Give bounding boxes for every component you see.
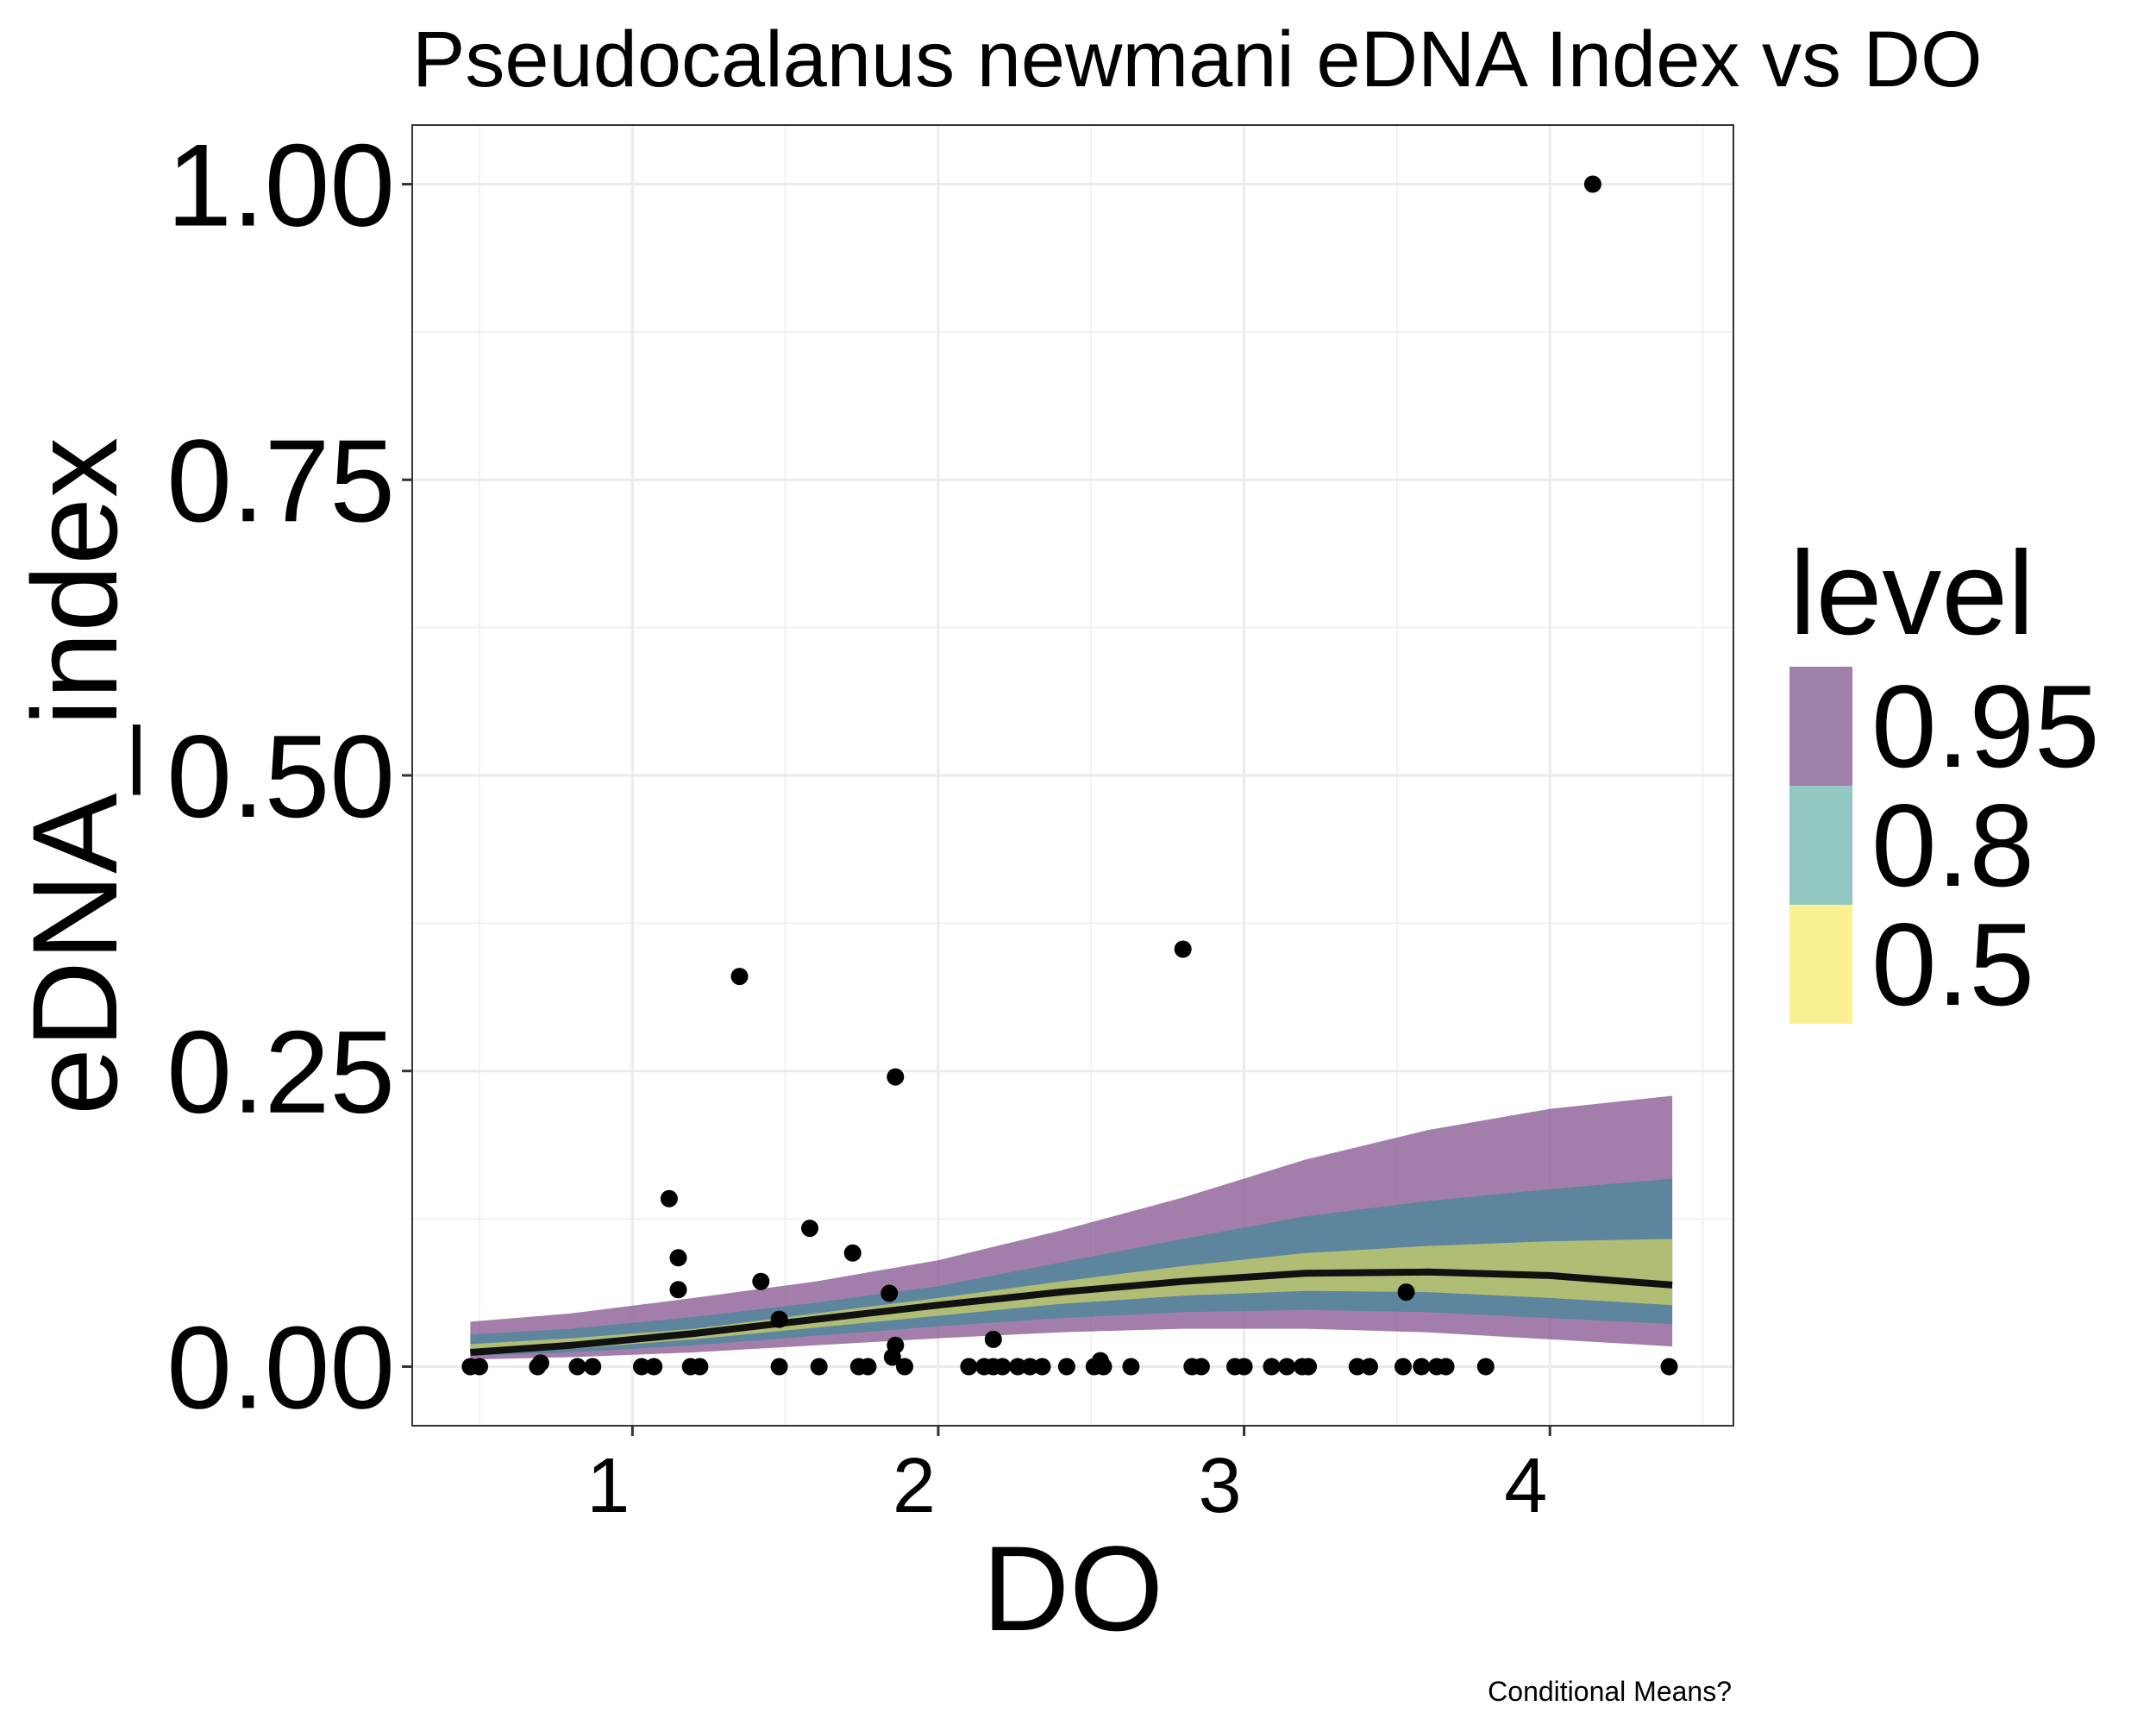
y-axis-title: eDNA_index bbox=[7, 437, 142, 1115]
band-0.8 bbox=[470, 1178, 1673, 1357]
x-axis: 1 2 3 4 bbox=[586, 1426, 1551, 1529]
legend-label: 0.5 bbox=[1871, 899, 2034, 1030]
data-point bbox=[1094, 1358, 1112, 1376]
data-point bbox=[1278, 1358, 1296, 1376]
caption: Conditional Means? bbox=[1488, 1676, 1732, 1707]
x-tick-label: 4 bbox=[1504, 1443, 1547, 1529]
data-point bbox=[531, 1354, 549, 1372]
data-point bbox=[730, 968, 749, 986]
data-point bbox=[770, 1310, 788, 1328]
y-tick-label: 0.25 bbox=[166, 1007, 395, 1138]
data-point bbox=[1122, 1358, 1140, 1376]
y-tick-label: 0.00 bbox=[166, 1302, 395, 1433]
data-point bbox=[1395, 1358, 1412, 1376]
y-tick-label: 1.00 bbox=[166, 120, 395, 251]
data-point bbox=[993, 1358, 1012, 1376]
data-point bbox=[770, 1358, 788, 1376]
data-point bbox=[1235, 1358, 1253, 1376]
data-point bbox=[843, 1244, 862, 1262]
data-point bbox=[1174, 940, 1192, 958]
data-point bbox=[1437, 1358, 1455, 1376]
data-point bbox=[887, 1068, 905, 1086]
x-tick-label: 2 bbox=[893, 1443, 936, 1529]
data-point bbox=[1583, 175, 1601, 193]
data-point bbox=[1192, 1358, 1210, 1376]
data-point bbox=[881, 1284, 899, 1302]
data-point bbox=[1476, 1358, 1495, 1376]
legend-label: 0.95 bbox=[1871, 661, 2100, 792]
data-point bbox=[1263, 1358, 1281, 1376]
data-point bbox=[633, 1358, 650, 1376]
data-point bbox=[568, 1358, 586, 1376]
y-tick-label: 0.50 bbox=[166, 711, 395, 842]
x-axis-title: DO bbox=[982, 1521, 1163, 1656]
x-tick-label: 3 bbox=[1199, 1443, 1242, 1529]
data-point bbox=[1361, 1358, 1378, 1376]
data-point bbox=[1009, 1358, 1027, 1376]
y-tick-label: 0.75 bbox=[166, 415, 395, 546]
data-point bbox=[1300, 1358, 1318, 1376]
data-point bbox=[960, 1358, 978, 1376]
data-point bbox=[752, 1272, 770, 1290]
legend-label: 0.8 bbox=[1871, 780, 2034, 911]
data-point bbox=[660, 1189, 678, 1208]
data-point bbox=[810, 1358, 828, 1376]
data-point bbox=[669, 1281, 687, 1299]
data-point bbox=[669, 1249, 687, 1267]
data-point bbox=[1413, 1358, 1431, 1376]
legend-title: level bbox=[1789, 527, 2034, 660]
legend-swatch bbox=[1789, 667, 1852, 786]
data-point bbox=[691, 1358, 709, 1376]
data-points bbox=[461, 175, 1678, 1376]
data-point bbox=[1348, 1358, 1366, 1376]
x-tick-label: 1 bbox=[586, 1443, 630, 1529]
data-point bbox=[1057, 1358, 1075, 1376]
data-point bbox=[801, 1220, 818, 1238]
legend-swatch bbox=[1789, 786, 1852, 905]
data-point bbox=[1660, 1358, 1678, 1376]
data-point bbox=[984, 1330, 1002, 1348]
data-point bbox=[1397, 1283, 1415, 1302]
mean-line-group bbox=[470, 1268, 1673, 1356]
chart-title: Pseudocalanus newmani eDNA Index vs DO bbox=[412, 16, 1983, 104]
legend-swatch bbox=[1789, 905, 1852, 1024]
data-point bbox=[883, 1348, 901, 1366]
data-point bbox=[1033, 1358, 1051, 1376]
data-point bbox=[859, 1358, 877, 1376]
data-point bbox=[1021, 1358, 1039, 1376]
y-axis: 0.00 0.25 0.50 0.75 1.00 bbox=[166, 120, 412, 1433]
data-point bbox=[584, 1358, 602, 1376]
mean-line bbox=[470, 1268, 1673, 1356]
data-point bbox=[471, 1358, 488, 1376]
data-point bbox=[896, 1358, 913, 1376]
data-point bbox=[645, 1358, 663, 1376]
